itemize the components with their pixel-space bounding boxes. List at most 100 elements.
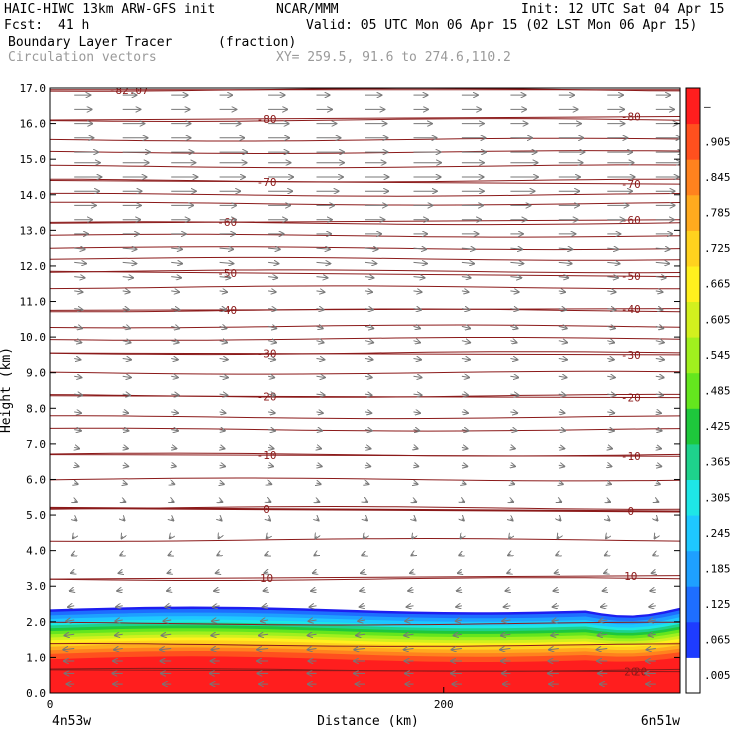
isotherm-line [50, 285, 680, 290]
wind-vector [219, 277, 231, 278]
isotherm-line [50, 575, 680, 580]
wind-vector [163, 620, 172, 621]
wind-vector [219, 412, 226, 413]
wind-vector [404, 649, 414, 650]
colorbar-swatch [686, 230, 700, 267]
wind-vector [456, 606, 463, 607]
wind-vector [558, 430, 565, 431]
wind-vector [405, 620, 414, 621]
colorbar-swatch [686, 621, 700, 658]
wind-vector [461, 412, 468, 413]
wind-vector [316, 359, 325, 360]
wind-vector [308, 634, 317, 635]
wind-vector [171, 309, 179, 310]
wind-vector [551, 634, 559, 635]
wind-vector [655, 536, 656, 538]
isotherm-line [50, 351, 680, 356]
wind-vector [413, 326, 421, 328]
wind-vector [364, 309, 373, 310]
wind-vector [257, 649, 269, 650]
colorbar-swatch [686, 88, 700, 125]
wind-vector [72, 554, 75, 555]
isotherm-label: -20 [621, 391, 641, 404]
wind-vector [607, 519, 609, 521]
wind-vector [656, 483, 660, 484]
wind-vector [316, 394, 325, 395]
wind-vector [652, 572, 656, 573]
isotherm-line [50, 256, 680, 261]
wind-vector [122, 248, 137, 249]
isotherm-line [50, 395, 680, 399]
colorbar-label: .185 [704, 562, 731, 575]
wind-vector [114, 649, 123, 650]
plot-frame [49, 87, 681, 694]
isotherm-label: 20 [634, 666, 647, 679]
wind-vector [316, 326, 323, 328]
isotherm-label: 10 [260, 572, 273, 585]
wind-vector [607, 447, 612, 448]
wind-vector [267, 341, 276, 343]
wind-vector [510, 277, 521, 278]
wind-vector [656, 519, 658, 521]
wind-vector [413, 248, 427, 249]
wind-vector [404, 634, 414, 635]
wind-vector [317, 447, 322, 448]
wind-vector [317, 483, 321, 484]
wind-vector [461, 309, 470, 310]
wind-vector [122, 277, 133, 278]
isotherm-line [50, 642, 680, 647]
y-tick-label: 1.0 [26, 651, 46, 664]
wind-vector [607, 291, 615, 292]
wind-vector [558, 412, 565, 413]
colorbar-label: .665 [704, 278, 731, 291]
isotherm-label: -40 [217, 304, 237, 317]
wind-vector [510, 326, 517, 328]
wind-vector [316, 376, 325, 377]
axes: 0.0 1.0 2.0 3.0 4.0 5.0 6.0 7.0 8.0 9.0 10.0 11.0 12… [20, 82, 680, 711]
wind-vector [655, 465, 662, 466]
wind-vector [558, 536, 559, 538]
wind-vector [361, 572, 365, 573]
wind-vector [168, 572, 172, 573]
wind-vector [462, 519, 464, 521]
wind-vector [414, 447, 418, 448]
isotherm-line [50, 308, 680, 311]
wind-vector [364, 359, 373, 360]
wind-vector [461, 326, 470, 328]
wind-vector [219, 536, 220, 538]
wind-vector [308, 649, 317, 650]
wind-vector [310, 606, 317, 607]
wind-vector [558, 359, 567, 360]
wind-vector [220, 483, 224, 484]
wind-vector [220, 501, 223, 502]
y-tick-label: 2.0 [26, 616, 46, 629]
wind-vector [171, 376, 178, 377]
wind-vector [171, 430, 178, 431]
isotherm-label: -82.07 [109, 84, 149, 97]
wind-vector [268, 394, 275, 395]
wind-vector [74, 262, 86, 263]
init-time: Init: 12 UTC Sat 04 Apr 15 [521, 2, 725, 17]
wind-vector [74, 277, 84, 278]
wind-vector [607, 412, 614, 413]
isotherm-line [50, 337, 680, 341]
wind-vector [407, 606, 414, 607]
x-axis-label: Distance (km) [317, 714, 419, 729]
wind-vector [558, 248, 573, 249]
isotherm-label: 20 [624, 666, 637, 679]
isotherm-line [50, 537, 680, 542]
wind-vector [268, 277, 277, 278]
x-end-label-right: 6n51w [641, 714, 680, 729]
wind-vector [655, 291, 663, 292]
wind-vector [509, 536, 510, 538]
wind-vector [461, 430, 469, 431]
wind-vector [74, 376, 81, 377]
wind-vector [169, 554, 172, 555]
wind-vector [510, 412, 517, 413]
wind-vector [68, 606, 75, 607]
isotherm-line [50, 164, 680, 169]
wind-vector [655, 326, 664, 328]
wind-vector [413, 359, 422, 360]
wind-vector [171, 326, 179, 328]
